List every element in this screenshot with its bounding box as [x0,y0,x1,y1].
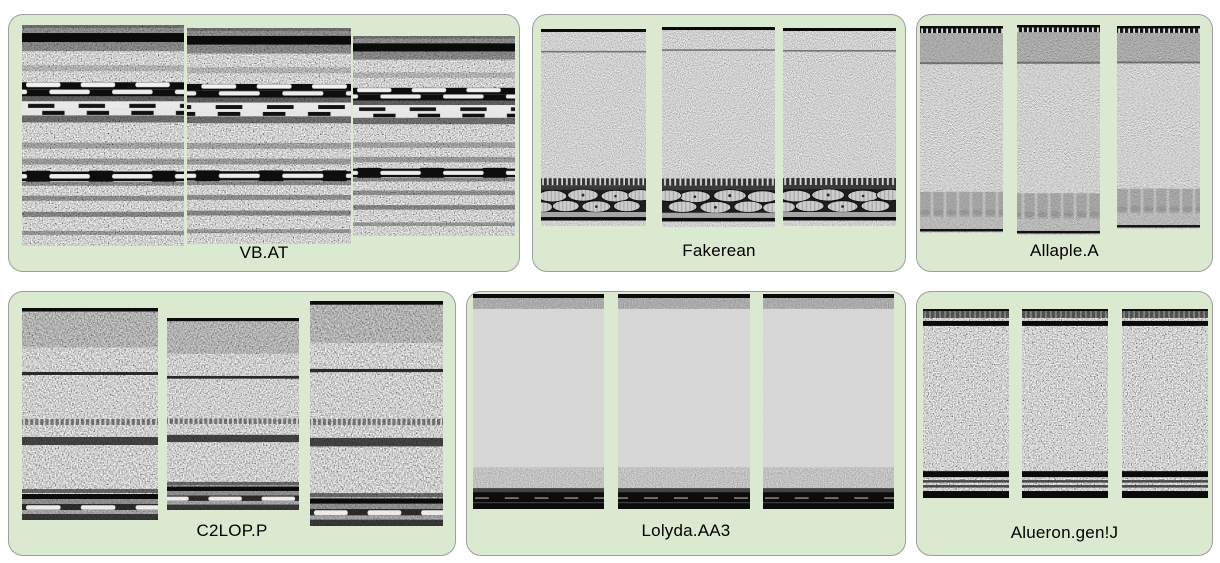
malware-sample-image-lolyda-3 [763,294,894,509]
family-label-alueron-genj: Alueron.gen!J [1010,523,1119,542]
malware-sample-image-c2lop-1 [22,308,158,520]
panel-lolyda-aa3: Lolyda.AA3 [466,291,906,556]
malware-sample-image-vbat-2 [187,28,351,244]
malware-sample-image-c2lop-3 [310,301,443,526]
malware-sample-image-fakerean-1 [541,29,646,226]
panel-alueron-genj: Alueron.gen!J [916,291,1213,556]
malware-sample-image-alueron-2 [1022,309,1108,498]
malware-sample-image-vbat-1 [22,25,184,246]
malware-sample-image-lolyda-2 [618,294,750,509]
panel-fakerean: Fakerean [532,14,906,272]
malware-sample-image-fakerean-3 [783,28,896,226]
malware-sample-image-allaple-3 [1117,26,1200,229]
family-label-c2lop-p: C2LOP.P [196,521,268,540]
malware-sample-image-lolyda-1 [473,294,604,509]
family-label-vbat: VB.AT [239,243,289,262]
malware-sample-image-c2lop-2 [167,318,299,510]
malware-sample-image-allaple-1 [920,26,1003,233]
family-label-lolyda-aa3: Lolyda.AA3 [641,521,731,540]
malware-sample-image-fakerean-2 [662,27,775,227]
malware-sample-image-alueron-1 [923,309,1009,498]
malware-sample-image-allaple-2 [1017,25,1100,235]
family-label-fakerean: Fakerean [682,241,756,260]
family-label-allaple-a: Allaple.A [1030,241,1099,260]
panel-vbat: VB.AT [8,14,520,272]
malware-sample-image-alueron-3 [1122,309,1208,498]
malware-sample-image-vbat-3 [353,36,515,236]
panel-allaple-a: Allaple.A [916,14,1213,272]
panel-c2lop-p: C2LOP.P [8,291,456,556]
